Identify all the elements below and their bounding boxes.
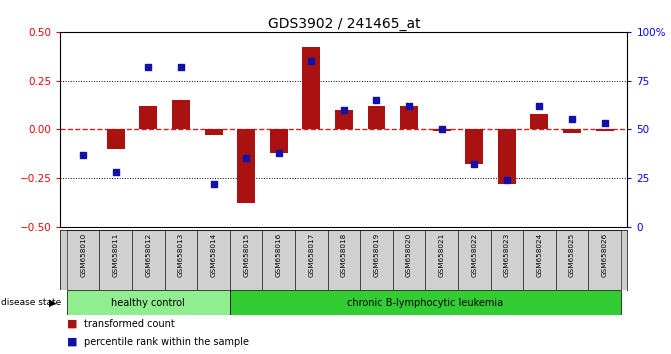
Bar: [425, 230, 458, 290]
Text: GSM658025: GSM658025: [569, 233, 575, 278]
Text: GSM658013: GSM658013: [178, 233, 184, 278]
Bar: [172, 100, 190, 129]
Text: GSM658021: GSM658021: [439, 233, 445, 278]
Text: GSM658012: GSM658012: [146, 233, 152, 278]
Text: GSM658010: GSM658010: [81, 233, 86, 278]
Point: [306, 58, 317, 64]
Text: GSM658018: GSM658018: [341, 233, 347, 278]
Text: GSM658024: GSM658024: [536, 233, 542, 278]
Bar: [531, 114, 548, 129]
Bar: [458, 230, 491, 290]
Bar: [556, 230, 588, 290]
Point: [78, 152, 89, 157]
Bar: [67, 290, 230, 315]
Point: [176, 64, 187, 70]
Bar: [230, 290, 621, 315]
Bar: [523, 230, 556, 290]
Text: GSM658019: GSM658019: [374, 233, 380, 278]
Bar: [400, 106, 418, 129]
Bar: [335, 110, 353, 129]
Bar: [237, 129, 255, 203]
Text: GSM658014: GSM658014: [211, 233, 217, 278]
Bar: [132, 230, 164, 290]
Bar: [99, 230, 132, 290]
Point: [111, 169, 121, 175]
Point: [566, 117, 577, 122]
Bar: [295, 230, 327, 290]
Text: chronic B-lymphocytic leukemia: chronic B-lymphocytic leukemia: [348, 298, 503, 308]
Bar: [327, 230, 360, 290]
Point: [273, 150, 284, 155]
Bar: [498, 129, 516, 184]
Point: [436, 126, 447, 132]
Bar: [303, 47, 320, 129]
Point: [241, 156, 252, 161]
Point: [371, 97, 382, 103]
Point: [469, 161, 480, 167]
Point: [339, 107, 350, 113]
Bar: [360, 230, 393, 290]
Bar: [262, 230, 295, 290]
Title: GDS3902 / 241465_at: GDS3902 / 241465_at: [268, 17, 420, 31]
Point: [501, 177, 512, 183]
Bar: [205, 129, 223, 135]
Text: healthy control: healthy control: [111, 298, 185, 308]
Text: ▶: ▶: [49, 298, 56, 308]
Text: disease state: disease state: [1, 298, 61, 307]
Text: GSM658023: GSM658023: [504, 233, 510, 278]
Bar: [588, 230, 621, 290]
Bar: [563, 129, 581, 133]
Text: GSM658011: GSM658011: [113, 233, 119, 278]
Text: GSM658015: GSM658015: [243, 233, 249, 278]
Point: [404, 103, 415, 109]
Text: GSM658017: GSM658017: [308, 233, 314, 278]
Text: ■: ■: [67, 319, 78, 329]
Bar: [67, 230, 99, 290]
Bar: [164, 230, 197, 290]
Bar: [491, 230, 523, 290]
Bar: [433, 129, 451, 131]
Point: [599, 120, 610, 126]
Text: GSM658022: GSM658022: [471, 233, 477, 278]
Text: GSM658026: GSM658026: [602, 233, 607, 278]
Bar: [270, 129, 288, 153]
Bar: [368, 106, 385, 129]
Point: [208, 181, 219, 187]
Bar: [197, 230, 230, 290]
Text: ■: ■: [67, 337, 78, 347]
Text: GSM658020: GSM658020: [406, 233, 412, 278]
Bar: [107, 129, 125, 149]
Bar: [596, 129, 613, 131]
Point: [143, 64, 154, 70]
Text: percentile rank within the sample: percentile rank within the sample: [84, 337, 249, 347]
Bar: [230, 230, 262, 290]
Text: transformed count: transformed count: [84, 319, 174, 329]
Point: [534, 103, 545, 109]
Bar: [465, 129, 483, 164]
Text: GSM658016: GSM658016: [276, 233, 282, 278]
Bar: [140, 106, 157, 129]
Bar: [393, 230, 425, 290]
